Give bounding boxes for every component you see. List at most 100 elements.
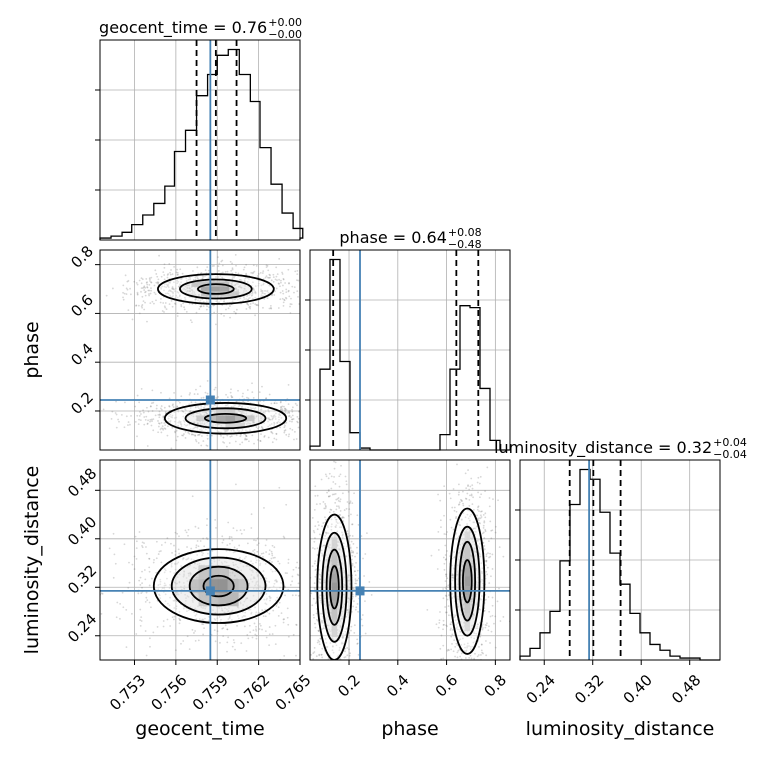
scatter-point [478,697,480,699]
scatter-point [478,608,481,611]
scatter-point [222,635,225,638]
scatter-point [319,637,322,640]
scatter-point [306,519,308,521]
scatter-point [180,409,183,412]
scatter-point [321,664,323,666]
scatter-point [140,277,143,280]
scatter-point [275,275,278,278]
scatter-point [451,695,453,697]
scatter-point [445,595,448,598]
scatter-point [105,294,108,297]
scatter-point [110,417,113,420]
scatter-point [160,550,162,552]
scatter-point [455,673,457,675]
scatter-point [490,529,493,532]
scatter-point [283,298,286,301]
scatter-point [174,290,176,293]
title-minus-error: −0.04 [713,448,747,461]
scatter-point [256,575,259,578]
scatter-point [436,568,439,570]
scatter-point [127,424,129,426]
scatter-point [253,289,255,292]
scatter-point [333,533,336,536]
scatter-point [252,264,255,267]
scatter-point [341,531,343,534]
scatter-point [330,528,333,531]
scatter-point [455,623,458,626]
scatter-point [319,597,321,600]
scatter-point [229,574,232,577]
scatter-point [313,651,316,653]
title-minus-error: −0.00 [268,28,302,41]
scatter-point [171,414,174,417]
scatter-point [472,697,474,699]
scatter-point [437,530,440,533]
scatter-point [470,562,473,565]
scatter-point [248,294,251,296]
scatter-point [315,283,317,285]
scatter-point [297,582,300,585]
scatter-point [173,615,176,618]
scatter-point [470,636,473,639]
scatter-point [123,543,126,546]
scatter-point [305,483,307,485]
scatter-point [161,310,164,312]
scatter-point [313,646,316,649]
scatter-point [288,412,291,414]
scatter-point [323,507,326,510]
scatter-point [249,302,252,305]
scatter-point [218,559,221,562]
scatter-point [200,551,203,554]
scatter-point [193,598,195,601]
scatter-point [327,690,329,692]
scatter-point [341,492,344,495]
scatter-point [339,619,341,622]
scatter-point [231,268,234,271]
scatter-point [318,573,321,576]
scatter-point [230,282,233,285]
scatter-point [134,420,137,423]
scatter-point [189,564,192,567]
scatter-point [284,407,286,410]
scatter-point [347,574,350,577]
scatter-point [272,609,275,612]
scatter-point [483,520,486,523]
density-cell [235,415,255,422]
scatter-point [473,550,476,552]
scatter-point [281,271,283,274]
scatter-point [323,432,325,434]
scatter-point [163,278,166,281]
pair-panel-geocent_time-phase [99,249,325,451]
scatter-point [318,696,320,698]
scatter-point [464,646,466,649]
contour-fill [330,566,339,609]
scatter-point [342,674,344,676]
scatter-point [475,553,478,556]
scatter-point [158,410,161,413]
scatter-point [160,421,163,424]
scatter-point [254,314,256,317]
scatter-point [191,289,194,291]
scatter-point [467,670,469,672]
scatter-point [245,263,248,266]
histogram-panel-phase: phase = 0.64 +0.08−0.48 [305,226,511,451]
scatter-point [481,510,483,513]
scatter-point [201,275,204,278]
scatter-point [182,582,185,584]
scatter-point [220,424,223,427]
scatter-point [136,293,139,296]
scatter-point [229,435,232,438]
scatter-point [278,257,281,260]
scatter-point [479,633,482,636]
scatter-point [464,694,466,696]
scatter-point [260,591,263,594]
scatter-point [241,411,244,414]
scatter-point [456,622,459,625]
scatter-point [164,302,167,304]
scatter-point [167,425,169,428]
scatter-point [464,516,467,519]
scatter-point [126,280,129,283]
scatter-point [237,285,240,288]
scatter-point [237,283,239,285]
scatter-point [174,554,177,556]
